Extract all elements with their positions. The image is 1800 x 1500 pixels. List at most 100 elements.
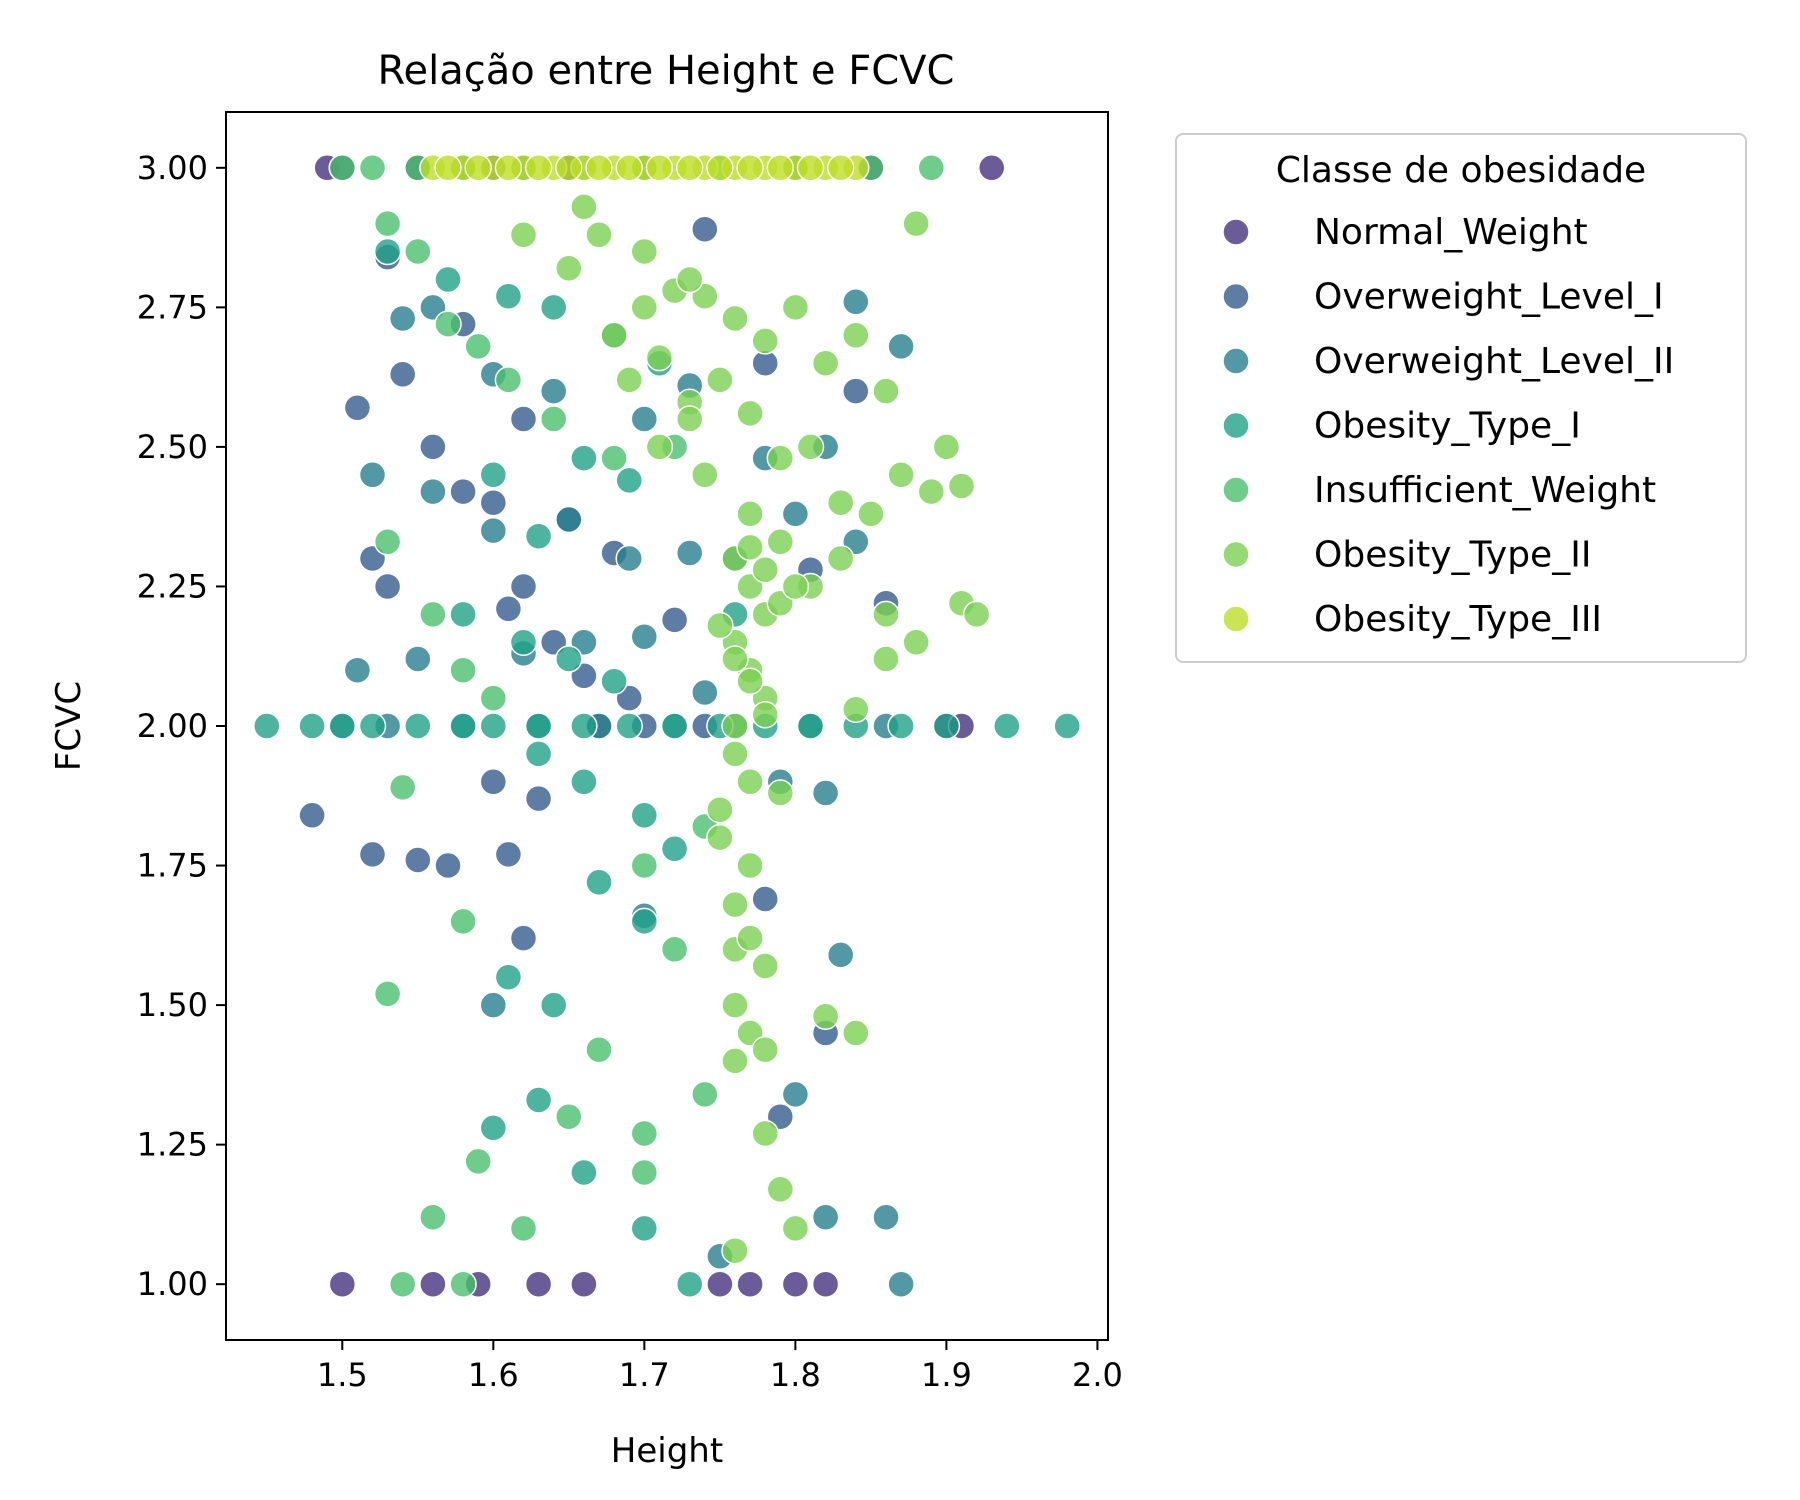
data-point: [585, 868, 613, 897]
data-point: [736, 924, 764, 952]
data-point: [449, 656, 477, 684]
data-point: [887, 1270, 915, 1298]
legend-marker: [1222, 411, 1250, 440]
data-point: [524, 740, 553, 768]
data-point: [751, 1119, 779, 1148]
data-point: [479, 1114, 508, 1142]
data-point: [615, 544, 643, 573]
data-point: [751, 555, 779, 584]
data-point: [766, 528, 795, 556]
data-point: [509, 924, 538, 952]
data-point: [660, 712, 689, 740]
data-point: [751, 701, 779, 729]
legend-marker: [1222, 540, 1250, 569]
data-point: [585, 154, 613, 182]
points-layer: [253, 154, 1081, 1298]
data-point: [494, 840, 523, 869]
legend: Classe de obesidade Normal_Weight Overwei…: [1175, 133, 1747, 663]
legend-label: Obesity_Type_III: [1314, 599, 1602, 640]
legend-marker: [1222, 605, 1250, 633]
data-point: [887, 712, 915, 740]
data-point: [781, 1080, 810, 1109]
y-tick-label: 3.00: [137, 149, 208, 187]
data-point: [781, 572, 810, 601]
data-point: [539, 293, 568, 322]
data-point: [449, 1270, 477, 1298]
y-tick-label: 2.25: [137, 567, 208, 605]
data-point: [917, 477, 946, 506]
data-point: [706, 366, 734, 394]
legend-label: Overweight_Level_II: [1314, 341, 1674, 382]
data-point: [675, 154, 704, 182]
data-point: [253, 712, 281, 740]
data-point: [585, 221, 613, 249]
data-point: [600, 321, 628, 350]
data-point: [343, 394, 372, 422]
data-point: [902, 628, 930, 657]
data-point: [509, 221, 538, 249]
data-point: [796, 433, 825, 461]
data-point: [766, 444, 795, 472]
data-point: [675, 265, 704, 294]
data-point: [449, 477, 477, 506]
data-point: [419, 600, 447, 629]
data-point: [479, 991, 508, 1019]
data-point: [675, 539, 704, 567]
data-point: [977, 154, 1006, 182]
data-point: [388, 360, 417, 389]
data-point: [993, 712, 1021, 740]
data-point: [630, 1158, 659, 1187]
data-point: [570, 1270, 598, 1298]
data-point: [721, 712, 749, 740]
data-point: [555, 1102, 583, 1131]
data-point: [736, 154, 764, 182]
data-point: [872, 377, 900, 405]
data-point: [630, 1119, 659, 1148]
legend-label: Normal_Weight: [1314, 212, 1588, 253]
data-point: [675, 1270, 704, 1298]
data-point: [857, 500, 885, 528]
data-point: [842, 695, 870, 724]
data-point: [630, 293, 659, 322]
data-point: [660, 935, 689, 964]
data-point: [645, 154, 674, 182]
x-axis-label: Height: [611, 1431, 723, 1471]
data-point: [811, 779, 840, 807]
legend-label: Obesity_Type_II: [1314, 535, 1591, 576]
legend-frame: [1175, 133, 1747, 663]
data-point: [524, 784, 553, 813]
data-point: [539, 991, 568, 1019]
data-point: [509, 628, 538, 657]
data-point: [343, 656, 372, 684]
data-point: [811, 349, 840, 377]
data-point: [570, 768, 598, 796]
data-point: [358, 712, 387, 740]
data-point: [479, 488, 508, 517]
data-point: [555, 505, 583, 534]
x-axis-ticks: 1.5 1.6 1.7 1.8 1.9 2.0: [317, 1340, 1123, 1394]
data-point: [721, 991, 749, 1019]
data-point: [479, 684, 508, 712]
data-point: [404, 645, 432, 673]
data-point: [600, 444, 628, 472]
y-tick-label: 1.50: [137, 986, 208, 1024]
data-point: [373, 528, 402, 556]
data-point: [479, 516, 508, 545]
legend-marker: [1222, 282, 1250, 311]
data-point: [358, 840, 387, 869]
data-point: [706, 611, 734, 640]
data-point: [570, 444, 598, 472]
y-tick-label: 2.00: [137, 707, 208, 745]
data-point: [419, 1270, 447, 1298]
data-point: [373, 237, 402, 266]
legend-label: Insufficient_Weight: [1314, 470, 1656, 511]
x-tick-label: 1.7: [619, 1356, 670, 1394]
data-point: [404, 712, 432, 740]
data-point: [555, 254, 583, 283]
data-point: [328, 712, 357, 740]
data-point: [842, 321, 870, 350]
data-point: [932, 712, 961, 740]
data-point: [796, 154, 825, 182]
data-point: [404, 846, 432, 874]
